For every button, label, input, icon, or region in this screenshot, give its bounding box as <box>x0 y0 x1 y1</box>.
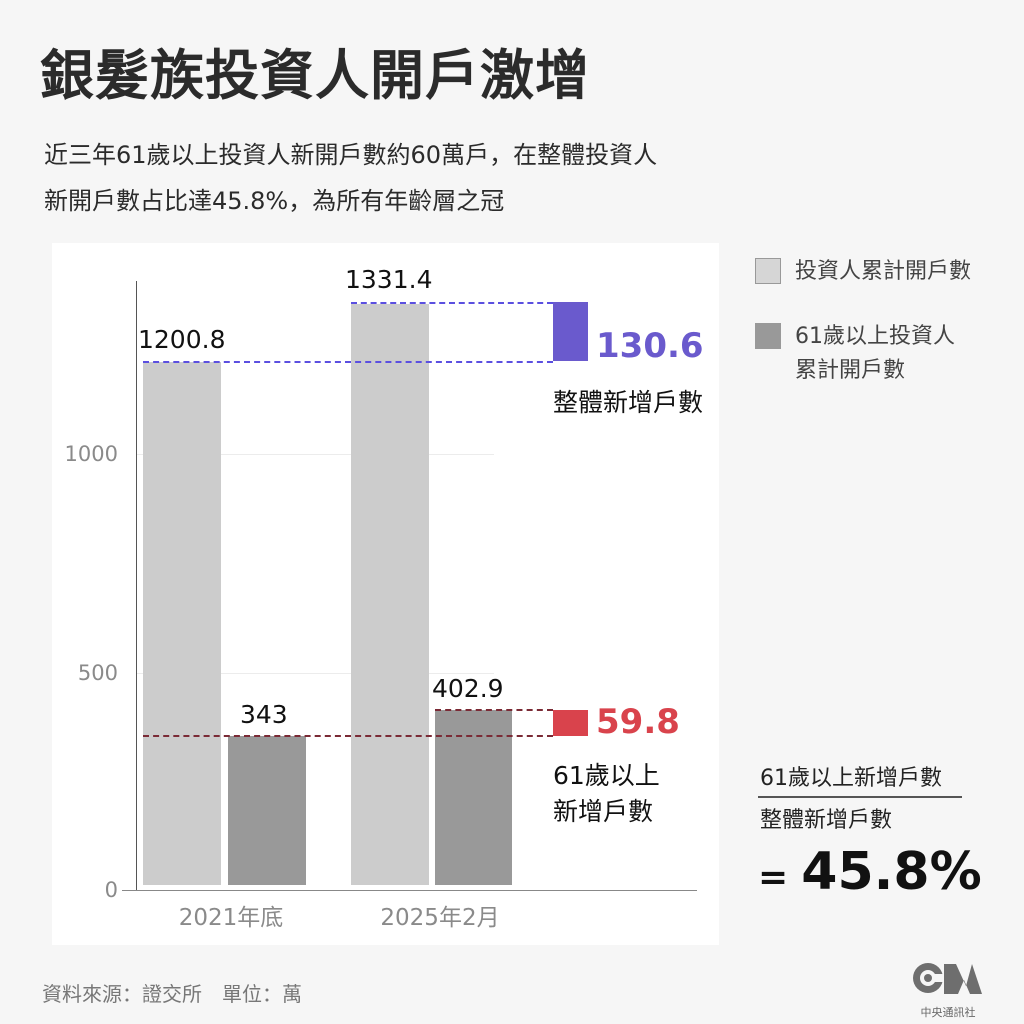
bar-2021-senior <box>228 736 306 885</box>
cna-logo-text: 中央通訊社 <box>920 1006 976 1019</box>
total-increase-marker <box>553 302 588 361</box>
dashed-line-2021-senior <box>143 735 553 737</box>
value-label-2025-senior: 402.9 <box>432 674 504 703</box>
ratio-equals-sign: = <box>758 857 789 898</box>
gridline-500 <box>136 673 494 674</box>
x-label-2025: 2025年2月 <box>380 905 500 931</box>
subtitle-line-1: 近三年61歲以上投資人新開戶數約60萬戶，在整體投資人 <box>44 141 658 169</box>
y-axis-line <box>136 281 137 891</box>
total-increase-value: 130.6 <box>596 326 704 366</box>
subtitle-line-2: 新開戶數占比達45.8%，為所有年齡層之冠 <box>44 187 505 215</box>
value-label-2021-senior: 343 <box>240 700 288 729</box>
y-tick-0: 0 <box>104 878 118 902</box>
senior-increase-label-line-2: 新增戶數 <box>553 797 654 826</box>
source-note: 資料來源：證交所 單位：萬 <box>42 982 302 1006</box>
ratio-result: = 45.8% <box>758 842 982 902</box>
cna-logo-icon <box>913 963 982 994</box>
bar-2021-total <box>143 362 221 885</box>
senior-increase-marker <box>553 710 588 736</box>
cna-logo: 中央通訊社 <box>912 958 984 1019</box>
legend-item-total: 投資人累計開戶數 <box>755 255 971 289</box>
gridline-1000 <box>136 454 494 455</box>
value-label-2021-total: 1200.8 <box>138 325 226 354</box>
page-title: 銀髮族投資人開戶激增 <box>40 44 590 107</box>
legend-label-senior-line-2: 累計開戶數 <box>795 358 906 383</box>
legend-swatch-total <box>755 258 781 284</box>
legend-swatch-senior <box>755 323 781 349</box>
ratio-denominator: 整體新增戶數 <box>760 808 893 833</box>
dashed-line-2025-total <box>351 302 553 304</box>
senior-increase-value: 59.8 <box>596 702 680 742</box>
dashed-line-2021-total <box>143 361 553 363</box>
legend-item-senior: 61歲以上投資人 累計開戶數 <box>755 320 955 388</box>
ratio-fraction-bar <box>758 796 962 798</box>
total-increase-label: 整體新增戶數 <box>553 388 704 417</box>
senior-increase-label-line-1: 61歲以上 <box>553 761 660 790</box>
ratio-numerator: 61歲以上新增戶數 <box>760 766 942 791</box>
subtitle: 近三年61歲以上投資人新開戶數約60萬戶，在整體投資人 新開戶數占比達45.8%… <box>44 132 657 224</box>
legend-label-total: 投資人累計開戶數 <box>795 259 972 284</box>
legend-label-senior: 61歲以上投資人 累計開戶數 <box>795 320 955 388</box>
senior-increase-label: 61歲以上 新增戶數 <box>553 758 660 830</box>
x-label-2021: 2021年底 <box>178 905 284 931</box>
ratio-value: 45.8% <box>801 842 982 902</box>
bar-2025-total <box>351 304 429 885</box>
y-tick-500: 500 <box>77 661 118 685</box>
dashed-line-2025-senior <box>435 709 553 711</box>
x-axis-line <box>122 890 697 891</box>
legend-label-senior-line-1: 61歲以上投資人 <box>795 324 955 349</box>
value-label-2025-total: 1331.4 <box>345 265 433 294</box>
bar-2025-senior <box>435 710 512 885</box>
y-tick-1000: 1000 <box>64 442 118 466</box>
